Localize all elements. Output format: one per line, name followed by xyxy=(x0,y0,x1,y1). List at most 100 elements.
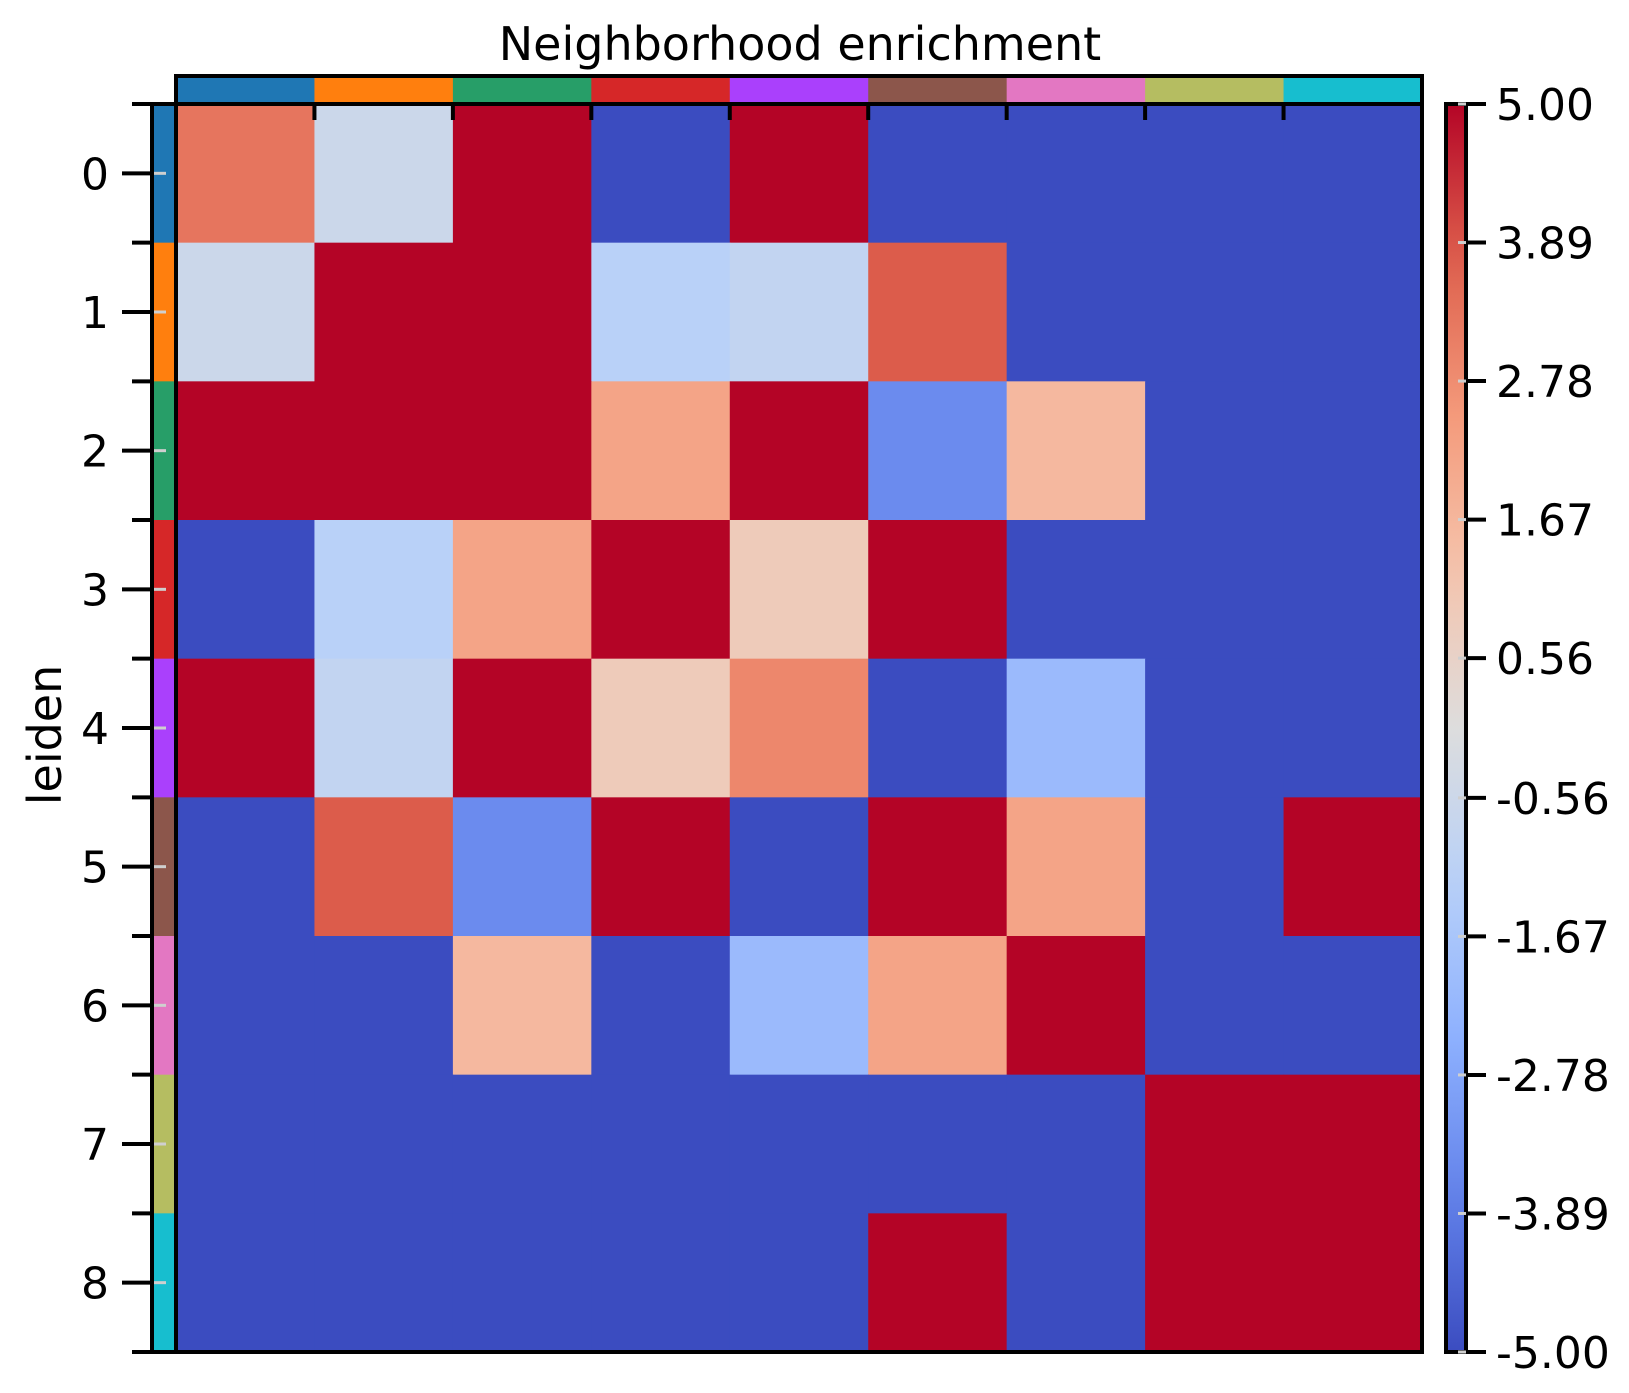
heatmap-cell xyxy=(452,936,592,1076)
heatmap-cell xyxy=(1145,242,1285,382)
heatmap-cell xyxy=(591,1074,731,1214)
heatmap-cell xyxy=(1283,936,1423,1076)
colorbar-tick-label: -3.89 xyxy=(1496,1189,1610,1240)
heatmap-cell xyxy=(1145,1213,1285,1353)
column-color-swatch xyxy=(1145,76,1285,104)
heatmap-cell xyxy=(1283,658,1423,798)
heatmap-cell xyxy=(868,658,1008,798)
column-color-swatch xyxy=(591,76,731,104)
heatmap-cell xyxy=(1006,936,1146,1076)
heatmap-cell xyxy=(176,520,316,660)
heatmap-cell xyxy=(176,1213,316,1353)
column-color-swatch xyxy=(1006,76,1146,104)
column-color-swatch xyxy=(452,76,592,104)
heatmap-cell xyxy=(1145,936,1285,1076)
heatmap-cell xyxy=(729,1074,869,1214)
heatmap-cell xyxy=(868,242,1008,382)
heatmap-cell xyxy=(1283,1213,1423,1353)
row-tick-label: 7 xyxy=(81,1120,109,1171)
row-tick-label: 1 xyxy=(81,288,109,339)
heatmap-cell xyxy=(176,936,316,1076)
row-tick-label: 8 xyxy=(81,1259,109,1310)
heatmap-cell xyxy=(1145,381,1285,521)
heatmap-cell xyxy=(452,1213,592,1353)
row-ticks: 0 1 2 3 4 5 6 7 8 xyxy=(81,102,150,1354)
heatmap-cell xyxy=(452,658,592,798)
heatmap-cell xyxy=(1283,104,1423,244)
heatmap-cell xyxy=(591,936,731,1076)
colorbar-ticks: 5.00 3.89 2.78 1.67 0.56 -0.56 -1.67 -2.78 -3.89… xyxy=(1458,80,1610,1379)
heatmap-cell xyxy=(1006,1074,1146,1214)
heatmap-cell xyxy=(314,520,454,660)
heatmap-cell xyxy=(1006,104,1146,244)
heatmap-cell xyxy=(1145,658,1285,798)
heatmap-cell xyxy=(314,1213,454,1353)
heatmap-cell xyxy=(314,936,454,1076)
heatmap-cell xyxy=(452,797,592,937)
colorbar-tick-label: 1.67 xyxy=(1496,496,1594,547)
heatmap-cell xyxy=(314,658,454,798)
chart-title: Neighborhood enrichment xyxy=(499,17,1101,71)
row-tick-label: 2 xyxy=(81,427,109,478)
row-tick-label: 5 xyxy=(81,843,109,894)
colorbar-tick-label: -0.56 xyxy=(1496,774,1610,825)
heatmap-cell xyxy=(868,520,1008,660)
heatmap-cell xyxy=(729,381,869,521)
column-color-swatch xyxy=(314,76,454,104)
heatmap-cell xyxy=(729,242,869,382)
heatmap-cell xyxy=(1283,381,1423,521)
heatmap-cell xyxy=(729,520,869,660)
heatmap-cell xyxy=(452,104,592,244)
heatmap-cell xyxy=(1283,520,1423,660)
heatmap-cell xyxy=(176,242,316,382)
column-color-swatch xyxy=(176,76,316,104)
heatmap-cell xyxy=(729,1213,869,1353)
heatmap-cell xyxy=(314,797,454,937)
row-tick-label: 4 xyxy=(81,704,109,755)
heatmap-cell xyxy=(452,242,592,382)
heatmap-cell xyxy=(729,104,869,244)
heatmap-cell xyxy=(591,658,731,798)
heatmap-cell xyxy=(1006,1213,1146,1353)
heatmap-cell xyxy=(176,104,316,244)
heatmap-cells xyxy=(176,104,1423,1353)
heatmap-cell xyxy=(591,104,731,244)
heatmap-cell xyxy=(868,936,1008,1076)
heatmap-frame xyxy=(174,102,1424,1354)
heatmap-cell xyxy=(176,797,316,937)
heatmap-cell xyxy=(868,104,1008,244)
heatmap-cell xyxy=(314,381,454,521)
column-color-swatch xyxy=(729,76,869,104)
heatmap-cell xyxy=(868,797,1008,937)
colorbar-tick-label: -5.00 xyxy=(1496,1328,1610,1379)
heatmap-cell xyxy=(1145,797,1285,937)
heatmap-cell xyxy=(591,797,731,937)
heatmap-cell xyxy=(868,381,1008,521)
row-color-strip xyxy=(150,102,178,1354)
row-tick-label: 6 xyxy=(81,981,109,1032)
colorbar-tick-label: 0.56 xyxy=(1496,634,1594,685)
heatmap-cell xyxy=(314,242,454,382)
colorbar-tick-label: 5.00 xyxy=(1496,80,1594,131)
colorbar-bar xyxy=(1444,102,1468,1354)
heatmap-cell xyxy=(176,1074,316,1214)
heatmap-cell xyxy=(1283,797,1423,937)
heatmap-cell xyxy=(1006,797,1146,937)
heatmap-cell xyxy=(868,1213,1008,1353)
heatmap-cell xyxy=(1145,104,1285,244)
colorbar-tick-label: -1.67 xyxy=(1496,912,1610,963)
heatmap-cell xyxy=(1006,658,1146,798)
row-tick-label: 3 xyxy=(81,565,109,616)
heatmap-cell xyxy=(868,1074,1008,1214)
heatmap-cell xyxy=(176,381,316,521)
heatmap-cell xyxy=(1006,242,1146,382)
heatmap-cell xyxy=(1006,381,1146,521)
column-color-swatch xyxy=(1283,76,1423,104)
colorbar-tick-label: -2.78 xyxy=(1496,1051,1610,1102)
y-axis-label: leiden xyxy=(18,665,72,806)
heatmap-cell xyxy=(1283,1074,1423,1214)
heatmap-cell xyxy=(452,1074,592,1214)
heatmap-cell xyxy=(591,1213,731,1353)
heatmap-cell xyxy=(1145,1074,1285,1214)
